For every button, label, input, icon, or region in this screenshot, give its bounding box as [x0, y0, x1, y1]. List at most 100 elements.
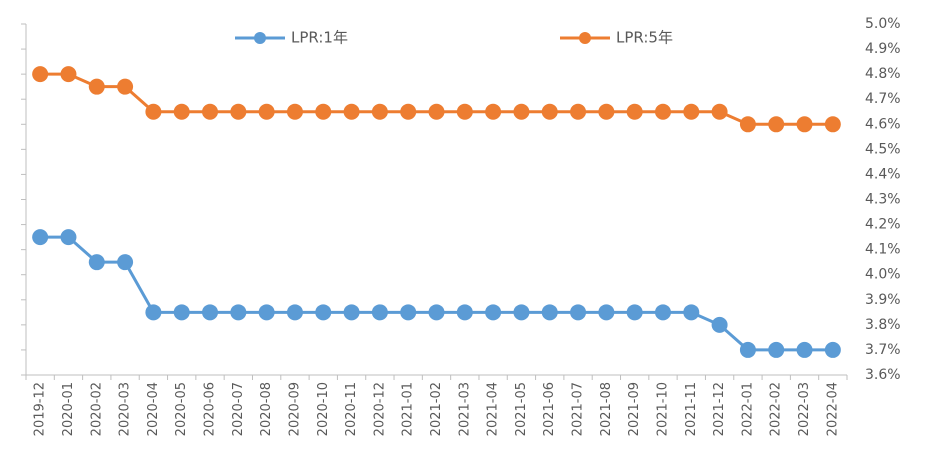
- point: [456, 103, 473, 120]
- y-tick-label: 5.0%: [865, 16, 901, 32]
- x-tick-label: 2021-02: [429, 382, 444, 436]
- x-tick-label: 2021-03: [457, 382, 472, 436]
- x-tick-label: 2021-11: [684, 382, 699, 436]
- point: [654, 304, 671, 321]
- y-tick-label: 4.0%: [865, 267, 901, 283]
- point: [32, 66, 49, 83]
- point: [598, 304, 615, 321]
- point: [202, 103, 219, 120]
- point: [513, 103, 530, 120]
- y-tick-label: 4.1%: [865, 242, 901, 258]
- x-tick-label: 2021-08: [599, 382, 614, 436]
- point: [371, 103, 388, 120]
- point: [286, 103, 303, 120]
- x-tick-label: 2021-07: [571, 382, 586, 436]
- x-tick-label: 2020-01: [61, 382, 76, 436]
- y-tick-label: 3.7%: [865, 342, 901, 358]
- y-tick-label: 4.4%: [865, 166, 901, 182]
- x-tick-label: 2020-03: [118, 382, 133, 436]
- point: [513, 304, 530, 321]
- point: [796, 341, 813, 358]
- point: [485, 103, 502, 120]
- x-tick-label: 2019-12: [33, 382, 48, 436]
- x-tick-label: 2021-01: [401, 382, 416, 436]
- point: [739, 116, 756, 133]
- y-tick-label: 4.8%: [865, 66, 901, 82]
- point: [768, 116, 785, 133]
- y-tick-label: 3.9%: [865, 292, 901, 308]
- x-tick-label: 2020-04: [146, 382, 161, 436]
- point: [258, 304, 275, 321]
- x-tick-label: 2021-09: [627, 382, 642, 436]
- y-tick-label: 4.5%: [865, 141, 901, 157]
- point: [428, 304, 445, 321]
- point: [626, 304, 643, 321]
- y-tick-label: 4.9%: [865, 41, 901, 57]
- legend-label: LPR:5年: [616, 29, 673, 47]
- y-tick-label: 3.6%: [865, 367, 901, 383]
- point: [428, 103, 445, 120]
- x-tick-label: 2020-11: [344, 382, 359, 436]
- x-tick-label: 2020-02: [89, 382, 104, 436]
- x-tick-label: 2022-02: [769, 382, 784, 436]
- point: [824, 116, 841, 133]
- x-tick-label: 2020-08: [259, 382, 274, 436]
- x-tick-label: 2020-05: [174, 382, 189, 436]
- x-tick-label: 2021-10: [655, 382, 670, 436]
- x-tick-label: 2022-04: [825, 382, 840, 436]
- point: [343, 103, 360, 120]
- legend-marker: [254, 32, 266, 44]
- y-tick-label: 3.8%: [865, 317, 901, 333]
- point: [739, 341, 756, 358]
- x-tick-label: 2021-04: [486, 382, 501, 436]
- series-line: [40, 235, 833, 352]
- point: [400, 103, 417, 120]
- x-tick-label: 2020-10: [316, 382, 331, 436]
- point: [541, 304, 558, 321]
- y-tick-label: 4.6%: [865, 116, 901, 132]
- point: [824, 341, 841, 358]
- point: [286, 304, 303, 321]
- point: [796, 116, 813, 133]
- point: [117, 254, 134, 271]
- y-tick-label: 4.7%: [865, 91, 901, 107]
- x-tick-label: 2022-01: [740, 382, 755, 436]
- point: [315, 304, 332, 321]
- y-tick-label: 4.3%: [865, 192, 901, 208]
- point: [683, 103, 700, 120]
- x-tick-label: 2020-12: [372, 382, 387, 436]
- point: [117, 78, 134, 95]
- point: [173, 103, 190, 120]
- legend-marker: [579, 32, 591, 44]
- point: [315, 103, 332, 120]
- point: [202, 304, 219, 321]
- point: [768, 341, 785, 358]
- point: [88, 78, 105, 95]
- point: [541, 103, 558, 120]
- x-tick-label: 2021-06: [542, 382, 557, 436]
- point: [711, 316, 728, 333]
- point: [626, 103, 643, 120]
- point: [456, 304, 473, 321]
- point: [343, 304, 360, 321]
- point: [654, 103, 671, 120]
- point: [60, 229, 77, 246]
- point: [711, 103, 728, 120]
- point: [88, 254, 105, 271]
- point: [258, 103, 275, 120]
- x-tick-label: 2022-03: [797, 382, 812, 436]
- point: [683, 304, 700, 321]
- point: [570, 304, 587, 321]
- point: [570, 103, 587, 120]
- x-tick-label: 2020-09: [287, 382, 302, 436]
- x-tick-label: 2021-12: [712, 382, 727, 436]
- point: [32, 229, 49, 246]
- x-tick-label: 2021-05: [514, 382, 529, 436]
- point: [230, 103, 247, 120]
- point: [173, 304, 190, 321]
- x-tick-label: 2020-06: [203, 382, 218, 436]
- point: [598, 103, 615, 120]
- y-tick-label: 4.2%: [865, 217, 901, 233]
